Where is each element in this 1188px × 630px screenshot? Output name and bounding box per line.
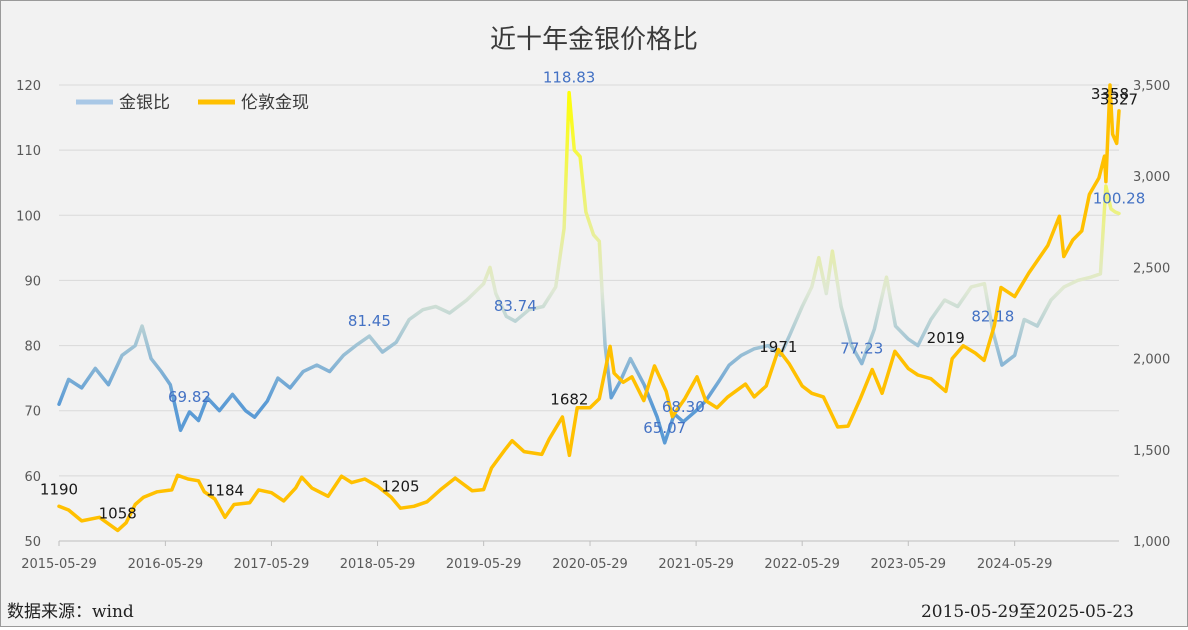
- ratio-data-label: 81.45: [348, 312, 391, 330]
- right-tick-label: 1,000: [1133, 535, 1170, 550]
- gridlines: [59, 84, 1119, 542]
- gold-data-label: 1058: [99, 504, 137, 522]
- gold-data-label: 2019: [927, 329, 965, 347]
- left-tick-label: 80: [24, 340, 41, 355]
- x-tick-label: 2015-05-29: [21, 557, 97, 572]
- chart-title: 近十年金银价格比: [490, 25, 698, 55]
- right-tick-label: 1,500: [1133, 444, 1170, 459]
- ratio-data-label: 77.23: [840, 340, 883, 358]
- x-tick-label: 2016-05-29: [128, 557, 204, 572]
- x-tick-label: 2021-05-29: [658, 557, 734, 572]
- ratio-data-label: 65.07: [643, 419, 686, 437]
- gold-data-label: 1205: [381, 478, 419, 496]
- left-tick-label: 70: [24, 405, 41, 420]
- left-axis: 50 60 70 80 90 100 110 120: [16, 79, 41, 550]
- x-tick-label: 2017-05-29: [234, 557, 310, 572]
- legend-label-gold: 伦敦金现: [241, 93, 309, 113]
- x-tick-label: 2018-05-29: [340, 557, 416, 572]
- series-layer: [57, 83, 1121, 533]
- ratio-data-label: 82.18: [971, 307, 1014, 325]
- ratio-data-label: 69.82: [168, 388, 211, 406]
- gold-data-label: 1190: [40, 480, 78, 498]
- series-line-gold: [57, 83, 1121, 533]
- x-axis: 2015-05-29 2016-05-29 2017-05-29 2018-05-29…: [21, 540, 1119, 572]
- right-tick-label: 3,500: [1133, 79, 1170, 94]
- x-tick-label: 2019-05-29: [446, 557, 522, 572]
- source-note: 数据来源：wind: [7, 602, 134, 622]
- x-tick-label: 2024-05-29: [977, 557, 1053, 572]
- ratio-data-label: 68.30: [662, 398, 705, 416]
- left-tick-label: 120: [16, 79, 41, 94]
- left-tick-label: 60: [24, 470, 41, 485]
- x-tick-label: 2023-05-29: [870, 557, 946, 572]
- series-line-ratio: [57, 90, 1121, 445]
- gold-data-label: 1184: [206, 481, 244, 499]
- right-tick-label: 2,000: [1133, 353, 1170, 368]
- left-tick-label: 110: [16, 144, 41, 159]
- ratio-data-label: 118.83: [543, 69, 596, 87]
- gold-data-label: 1682: [550, 391, 588, 409]
- gold-data-label: 1971: [759, 338, 797, 356]
- gold-data-label: 3358: [1091, 85, 1129, 103]
- x-tick-label: 2022-05-29: [764, 557, 840, 572]
- left-tick-label: 90: [24, 274, 41, 289]
- left-tick-label: 50: [24, 535, 41, 550]
- right-axis: 1,000 1,500 2,000 2,500 3,000 3,500: [1133, 79, 1170, 550]
- legend: 金银比 伦敦金现: [76, 93, 309, 113]
- ratio-data-label: 83.74: [494, 297, 537, 315]
- right-tick-label: 3,000: [1133, 170, 1170, 185]
- right-tick-label: 2,500: [1133, 261, 1170, 276]
- x-tick-label: 2020-05-29: [552, 557, 628, 572]
- left-tick-label: 100: [16, 209, 41, 224]
- date-range-note: 2015-05-29至2025-05-23: [921, 602, 1134, 622]
- legend-label-ratio: 金银比: [119, 93, 170, 113]
- ratio-data-label: 100.28: [1093, 189, 1146, 207]
- gold-data-label: 3327: [1100, 91, 1138, 109]
- annotation-layer: 69.82 81.45 83.74 118.83 65.07 68.30 77.23 82.1…: [40, 69, 1145, 523]
